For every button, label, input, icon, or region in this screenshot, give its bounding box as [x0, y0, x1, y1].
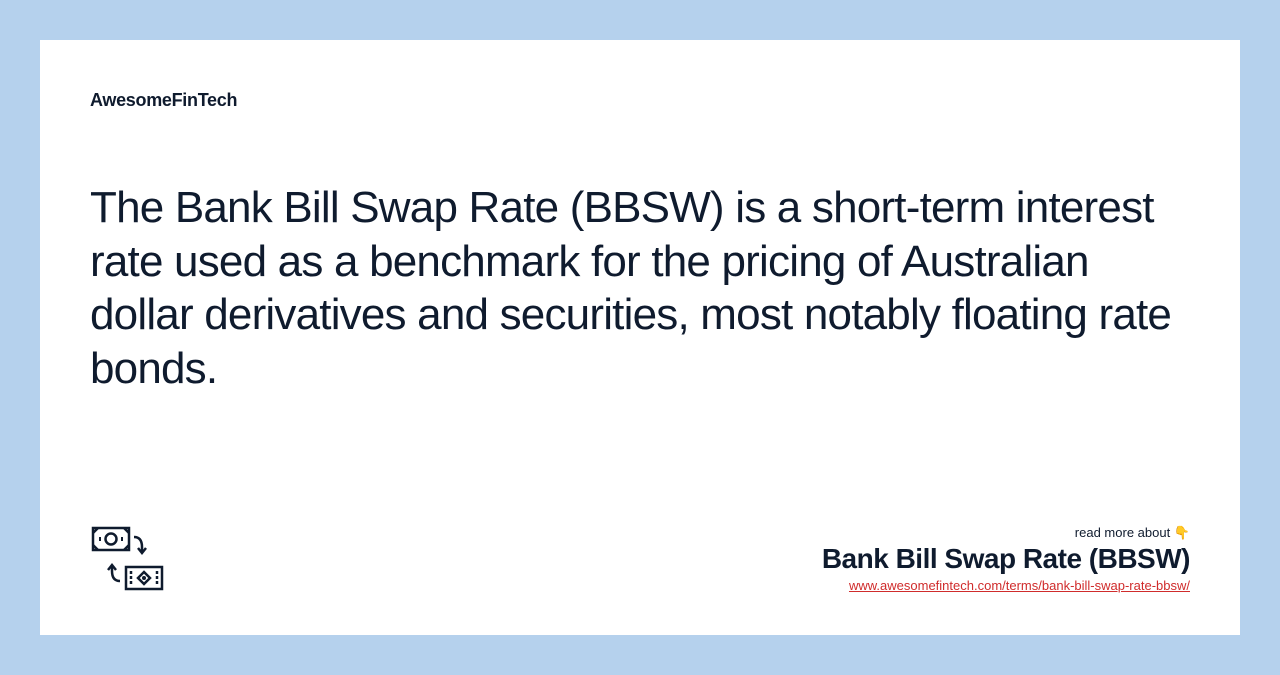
read-more-label: read more about 👇 — [822, 525, 1190, 541]
card-footer: read more about 👇 Bank Bill Swap Rate (B… — [90, 525, 1190, 595]
money-exchange-icon — [90, 525, 170, 595]
description-text: The Bank Bill Swap Rate (BBSW) is a shor… — [90, 181, 1190, 396]
term-title: Bank Bill Swap Rate (BBSW) — [822, 543, 1190, 575]
brand-logo: AwesomeFinTech — [90, 90, 1190, 111]
term-url-link[interactable]: www.awesomefintech.com/terms/bank-bill-s… — [849, 578, 1190, 593]
term-info-block: read more about 👇 Bank Bill Swap Rate (B… — [822, 525, 1190, 595]
content-card: AwesomeFinTech The Bank Bill Swap Rate (… — [40, 40, 1240, 635]
